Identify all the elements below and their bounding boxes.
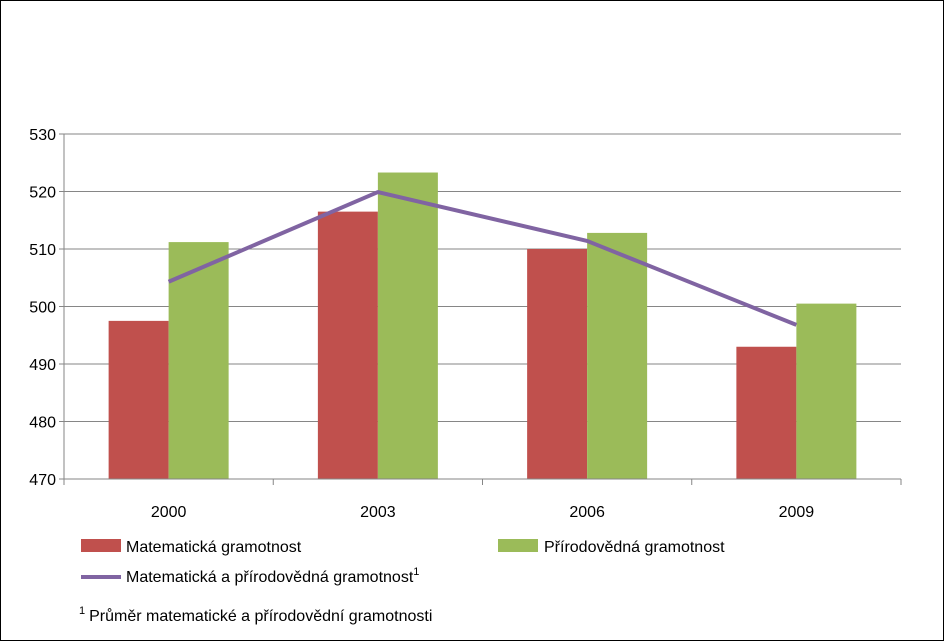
footnote-text: Průměr matematické a přírodovědní gramot… <box>89 607 432 625</box>
y-tick-label-470: 470 <box>29 472 56 489</box>
y-axis-tick-labels: 530 520 510 500 490 480 470 <box>29 127 56 489</box>
bar-matematicka-2009 <box>736 346 797 479</box>
axes <box>63 134 902 485</box>
average-line <box>167 190 798 327</box>
legend-label-average-text: Matematická a přírodovědná gramotnost <box>126 569 414 586</box>
x-tick-label-2006: 2006 <box>569 504 605 521</box>
bar-prirodovedna-2006 <box>587 232 648 479</box>
bar-matematicka-2006 <box>527 249 588 479</box>
legend-label-average-sup: 1 <box>413 566 419 578</box>
bar-prirodovedna-2009 <box>796 303 857 479</box>
average-line-group <box>167 190 798 327</box>
bars-group <box>108 172 857 479</box>
bar-matematicka-2000 <box>108 320 169 479</box>
y-tick-label-530: 530 <box>29 127 56 144</box>
footnote-marker: 1 <box>79 605 85 617</box>
x-axis-tick-labels: 2000 2003 2006 2009 <box>151 504 814 521</box>
x-tick-label-2009: 2009 <box>779 504 815 521</box>
footnote: 1 Průměr matematické a přírodovědní gramo… <box>79 605 432 625</box>
y-tick-label-480: 480 <box>29 415 56 432</box>
legend-label-matematicka: Matematická gramotnost <box>126 539 302 556</box>
x-tick-label-2003: 2003 <box>360 504 396 521</box>
y-tick-label-520: 520 <box>29 185 56 202</box>
y-tick-label-500: 500 <box>29 300 56 317</box>
legend-swatch-matematicka <box>81 539 121 552</box>
legend-swatch-prirodovedna <box>498 539 538 552</box>
bar-matematicka-2003 <box>317 211 378 479</box>
legend: Matematická gramotnost Přírodovědná gram… <box>81 539 725 586</box>
bar-prirodovedna-2000 <box>168 242 229 479</box>
bar-prirodovedna-2003 <box>377 172 438 479</box>
y-tick-label-490: 490 <box>29 357 56 374</box>
legend-label-prirodovedna: Přírodovědná gramotnost <box>544 539 725 556</box>
legend-label-average: Matematická a přírodovědná gramotnost1 <box>126 566 419 586</box>
x-tick-label-2000: 2000 <box>151 504 187 521</box>
y-tick-label-510: 510 <box>29 242 56 259</box>
